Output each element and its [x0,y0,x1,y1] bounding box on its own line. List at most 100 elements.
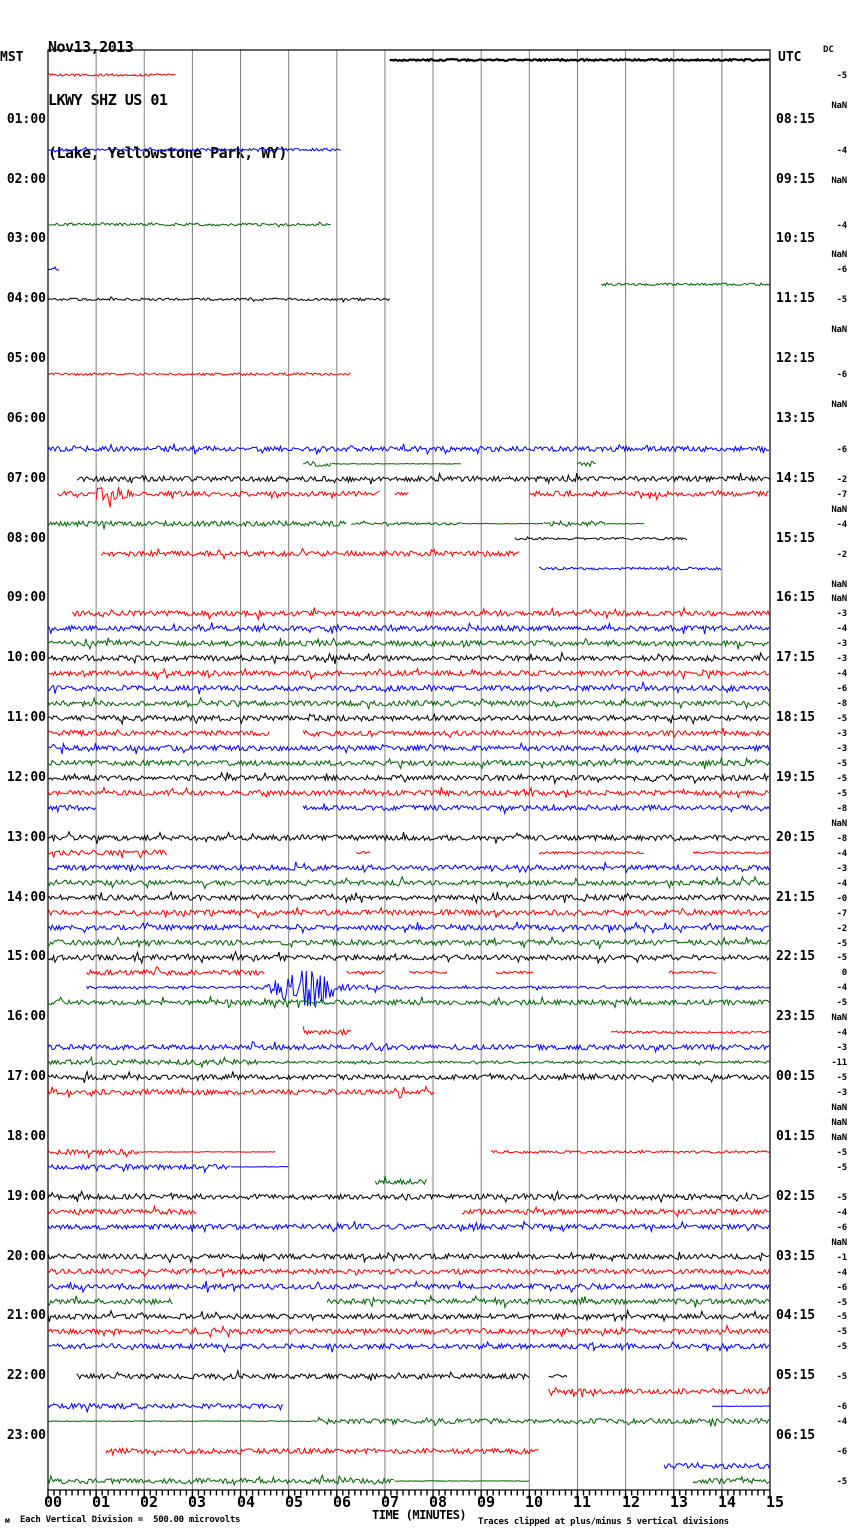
mst-hour-label: 17:00 [6,1069,46,1084]
clip-note: Traces clipped at plus/minus 5 vertical … [478,1517,729,1527]
trace-row-34-seg-0 [538,565,722,571]
dc-offset-value: -5 [836,1342,848,1352]
dc-offset-value: -7 [836,490,848,500]
mst-hour-label: 05:00 [6,351,46,366]
trace-row-49-seg-0 [47,785,770,799]
x-axis-tick-label: 14 [717,1493,737,1511]
trace-row-54-seg-0 [47,860,770,875]
x-axis-tick-label: 03 [187,1493,207,1511]
dc-offset-value: -3 [836,744,848,754]
x-axis-tick-label: 01 [91,1493,111,1511]
mst-hour-label: 02:00 [6,172,46,187]
trace-row-56-seg-0 [47,890,770,905]
trace-row-77-seg-1 [461,1205,771,1219]
trace-row-81-seg-0 [47,1267,770,1278]
dc-offset-value: NaN [831,250,847,260]
utc-hour-label: 19:15 [776,770,816,785]
trace-row-27-seg-2 [577,460,596,468]
trace-row-78-seg-0 [47,1219,770,1234]
mst-hour-label: 03:00 [6,231,46,246]
trace-row-40-seg-0 [47,650,770,665]
dc-offset-value: -6 [836,1283,848,1293]
dc-offset-value: -5 [836,714,848,724]
trace-row-94-seg-0 [663,1461,770,1470]
trace-row-93-seg-0 [105,1446,539,1457]
mst-hour-label: 07:00 [6,471,46,486]
dc-offset-value: -6 [836,445,848,455]
dc-offset-value: -3 [836,654,848,664]
dc-offset-value: -6 [836,1402,848,1412]
dc-offset-value: NaN [831,1103,847,1113]
trace-row-53-seg-2 [538,850,645,855]
dc-offset-value: -5 [836,1477,848,1487]
trace-row-29-seg-4 [529,489,769,502]
trace-row-1-seg-0 [48,72,176,78]
utc-hour-label: 20:15 [776,830,816,845]
trace-row-39-seg-0 [47,637,770,651]
trace-row-14-seg-0 [47,266,60,271]
utc-hour-label: 08:15 [776,112,816,127]
dc-offset-value: -6 [836,1223,848,1233]
trace-row-83-seg-1 [326,1293,771,1310]
utc-hour-label: 17:15 [776,650,816,665]
trace-row-61-seg-2 [409,970,448,975]
trace-row-91-seg-1 [317,1416,770,1428]
dc-offset-value: -3 [836,1043,848,1053]
utc-axis-header: UTC [778,50,802,65]
trace-row-52-seg-0 [47,830,770,844]
dc-offset-value: -5 [836,1193,848,1203]
trace-row-95-seg-0 [47,1473,394,1487]
dc-offset-value: -6 [836,370,848,380]
trace-row-46-seg-0 [47,741,770,755]
utc-hour-label: 09:15 [776,172,816,187]
x-axis-tick-label: 02 [139,1493,159,1511]
dc-offset-value: -5 [836,295,848,305]
dc-offset-value: NaN [831,176,847,186]
utc-hour-label: 05:15 [776,1368,816,1383]
utc-hour-label: 23:15 [776,1009,816,1024]
dc-offset-value: -4 [836,983,848,993]
mst-hour-label: 12:00 [6,770,46,785]
title-station: LKWY SHZ US 01 [48,91,168,109]
mst-hour-label: 14:00 [6,890,46,905]
trace-row-26-seg-0 [47,442,770,456]
x-axis-tick-label: 11 [572,1493,592,1511]
trace-row-61-seg-3 [495,970,534,975]
trace-row-42-seg-0 [47,680,770,695]
x-axis-tick-label: 13 [669,1493,689,1511]
trace-row-28-seg-0 [76,471,771,485]
mst-hour-label: 19:00 [6,1189,46,1204]
dc-offset-value: -5 [836,759,848,769]
dc-offset-value: NaN [831,1013,847,1023]
utc-hour-label: 01:15 [776,1129,816,1144]
dc-offset-value: 0 [841,968,847,978]
trace-row-61-seg-4 [668,970,717,975]
mst-hour-label: 06:00 [6,411,46,426]
dc-offset-value: -1 [836,1253,848,1263]
utc-hour-label: 14:15 [776,471,816,486]
x-axis-tick-label: 09 [476,1493,496,1511]
mst-hour-label: 21:00 [6,1308,46,1323]
trace-row-67-seg-0 [47,1055,260,1069]
trace-row-90-seg-1 [712,1405,770,1408]
utc-hour-label: 11:15 [776,291,816,306]
trace-row-55-seg-0 [47,875,770,890]
mst-hour-label: 18:00 [6,1129,46,1144]
trace-row-83-seg-0 [47,1295,173,1307]
mst-hour-label: 09:00 [6,590,46,605]
trace-row-89-seg-0 [548,1386,771,1399]
trace-row-58-seg-0 [47,921,770,935]
dc-offset-value: NaN [831,819,847,829]
dc-offset-value: -8 [836,699,848,709]
trace-row-69-seg-0 [47,1084,435,1099]
x-axis-tick-label: 04 [236,1493,256,1511]
mst-hour-label: 10:00 [6,650,46,665]
dc-offset-value: -4 [836,879,848,889]
dc-offset-value: -3 [836,729,848,739]
trace-row-31-seg-3 [543,519,606,528]
dc-offset-value: NaN [831,594,847,604]
utc-hour-label: 16:15 [776,590,816,605]
trace-row-95-seg-1 [394,1480,530,1482]
trace-row-21-seg-0 [47,371,351,377]
trace-row-0-seg-0 [389,57,770,63]
